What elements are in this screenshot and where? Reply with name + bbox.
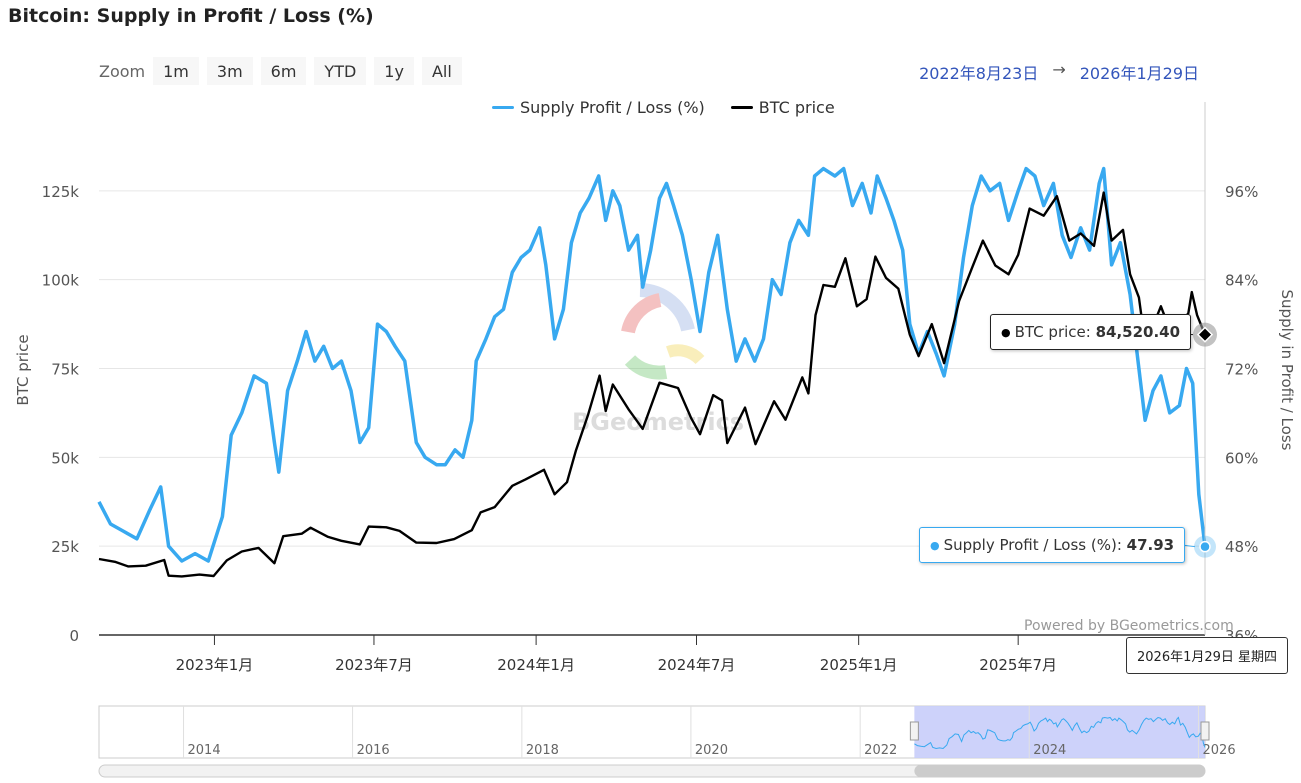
y-right-tick-label: 48% (1225, 538, 1258, 556)
zoom-1m-button[interactable]: 1m (153, 57, 199, 85)
legend-item-btc[interactable]: BTC price (730, 98, 835, 117)
navigator-handle-left (909, 721, 919, 741)
logo-arc-red (621, 293, 662, 334)
navigator-year-label: 2024 (1033, 743, 1066, 758)
date-range: 2022年8月23日 → 2026年1月29日 (919, 60, 1199, 84)
series-btc-line (98, 191, 1207, 578)
logo-arc-yellow (666, 344, 705, 365)
range-from-input[interactable]: 2022年8月23日 (919, 64, 1039, 83)
markers (1181, 102, 1217, 635)
y-left-tick-label: 25k (51, 538, 79, 556)
legend-item-supply[interactable]: Supply Profit / Loss (%) (492, 98, 705, 117)
supply-hover-marker (1199, 540, 1211, 553)
x-tick-label: 2023年1月 (176, 656, 254, 674)
tooltip-btc-value: 84,520.40 (1095, 323, 1181, 341)
btc-hover-halo (1193, 322, 1217, 347)
tooltip-btc-label: BTC price: (1014, 323, 1096, 341)
axes: 025k50k75k100k125k36%48%60%72%84%96%2023… (14, 102, 1296, 674)
navigator-year-label: 2026 (1203, 743, 1236, 758)
legend: Supply Profit / Loss (%) BTC price (492, 98, 835, 117)
y-right-tick-label: 72% (1225, 361, 1258, 379)
tooltip-date: 2026年1月29日 星期四 (1126, 637, 1289, 674)
x-tick-label: 2025年1月 (820, 656, 898, 674)
legend-label-btc: BTC price (758, 98, 835, 117)
legend-swatch-supply (492, 106, 514, 109)
tooltip-supply: ● Supply Profit / Loss (%): 47.93 (919, 527, 1186, 563)
zoom-all-button[interactable]: All (421, 57, 462, 85)
watermark: BGeometrics (572, 408, 745, 436)
tooltip-supply-value: 47.93 (1126, 536, 1175, 554)
y-left-tick-label: 100k (42, 272, 80, 290)
y-left-tick-label: 50k (51, 449, 79, 467)
tooltip-btc-price: ● BTC price: 84,520.40 (990, 314, 1192, 350)
zoom-bar: Zoom 1m 3m 6m YTD 1y All (99, 57, 470, 85)
tooltip-supply-label: Supply Profit / Loss (%): (943, 536, 1127, 554)
x-tick-label: 2025年7月 (979, 656, 1057, 674)
supply-hover-halo (1194, 535, 1216, 558)
navigator-year-label: 2020 (695, 743, 728, 758)
navigator-year-label: 2022 (864, 743, 897, 758)
y-right-tick-label: 60% (1225, 449, 1258, 467)
navigator-year-label: 2018 (526, 743, 559, 758)
y-right-axis-title: Supply in Profit / Loss (1278, 290, 1296, 451)
chart-title: Bitcoin: Supply in Profit / Loss (%) (8, 5, 374, 27)
y-right-tick-label: 84% (1225, 272, 1258, 290)
series-supply-line (97, 166, 1207, 563)
navigator-scrollbar-thumb (914, 765, 1205, 777)
zoom-1y-button[interactable]: 1y (374, 57, 414, 85)
grid-lines (99, 190, 1205, 547)
logo-arc-green (624, 354, 668, 380)
y-right-tick-label: 96% (1225, 183, 1258, 201)
y-left-axis-title: BTC price (14, 334, 32, 405)
zoom-6m-button[interactable]: 6m (260, 57, 307, 85)
navigator-year-label: 2014 (188, 743, 221, 758)
x-tick-label: 2023年7月 (335, 656, 413, 674)
btc-hover-marker (1196, 326, 1214, 343)
powered-by-credit[interactable]: Powered by BGeometrics.com (1024, 618, 1234, 634)
legend-label-supply: Supply Profit / Loss (%) (520, 98, 705, 117)
navigator-year-label: 2016 (357, 743, 390, 758)
navigator-frame (98, 705, 1206, 759)
tooltip-btc-dot: ● (1001, 326, 1011, 339)
navigator-series (914, 716, 1206, 750)
tooltip-supply-dot: ● (930, 539, 940, 552)
navigator: 2014 2016 2018 2020 2022 2024 2026 (98, 705, 1236, 778)
x-tick-label: 2024年1月 (497, 656, 575, 674)
y-left-tick-label: 75k (51, 361, 79, 379)
zoom-ytd-button[interactable]: YTD (314, 57, 367, 85)
range-arrow: → (1052, 60, 1066, 79)
legend-swatch-btc (730, 106, 753, 109)
navigator-scrollbar-track (98, 764, 1206, 778)
x-tick-label: 2024年7月 (658, 656, 736, 674)
y-left-tick-label: 125k (42, 183, 80, 201)
navigator-selection (914, 706, 1205, 758)
zoom-label: Zoom (99, 61, 146, 81)
watermark-logo (621, 283, 705, 380)
zoom-3m-button[interactable]: 3m (206, 57, 253, 85)
y-left-tick-label: 0 (69, 627, 79, 645)
series-group (97, 166, 1207, 578)
range-to-input[interactable]: 2026年1月29日 (1079, 64, 1199, 83)
navigator-handle-right (1200, 721, 1210, 741)
logo-arc-blue (639, 283, 695, 332)
